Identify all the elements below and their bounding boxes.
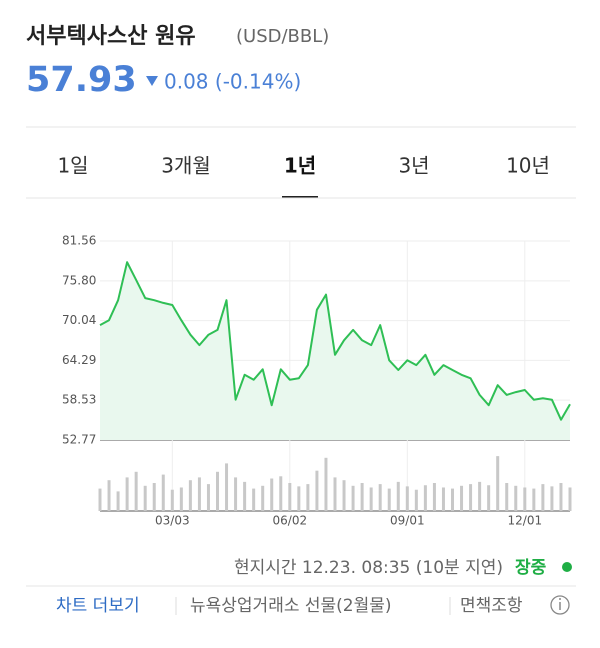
volume-bar <box>324 457 328 511</box>
x-tick-label: 12/01 <box>508 514 543 528</box>
volume-bar <box>107 480 111 511</box>
volume-bar <box>152 483 156 511</box>
volume-bar <box>396 481 400 511</box>
volume-bar <box>568 487 572 511</box>
volume-bar <box>197 477 201 511</box>
volume-bar <box>225 463 229 511</box>
y-tick-label: 75.80 <box>62 273 96 287</box>
volume-bar <box>179 487 183 511</box>
tab[interactable]: 10년 <box>506 154 550 178</box>
volume-bar <box>270 478 274 511</box>
exchange: 뉴욕상업거래소 선물(2월물) <box>190 596 392 616</box>
volume-bar <box>496 456 500 511</box>
tabs: 1일 3개월 1년 3년 10년 <box>57 154 550 198</box>
down-arrow <box>146 76 158 86</box>
volume-bar <box>279 476 283 511</box>
volume-bar <box>559 483 563 511</box>
volume-bar <box>532 488 536 511</box>
volume-bar <box>333 477 337 511</box>
volume-bar <box>487 485 491 511</box>
time: 현지시간 12.23. 08:35 (10분 지연) <box>234 558 503 578</box>
volume-bar <box>216 471 219 511</box>
volume-bar <box>387 488 391 511</box>
volume-bar <box>134 471 138 511</box>
volume-bar <box>116 491 120 511</box>
y-tick-label: 64.29 <box>62 353 96 367</box>
volume-bar <box>451 488 454 511</box>
volume-bar <box>378 484 382 511</box>
volume-bar <box>170 489 174 511</box>
info-icon[interactable] <box>550 595 570 615</box>
volume-bar <box>478 481 482 511</box>
volume-bar <box>441 487 445 511</box>
volume-bar <box>206 484 210 511</box>
tab[interactable]: 3년 <box>398 154 429 178</box>
price-line <box>99 261 571 421</box>
volume-bar <box>460 485 464 511</box>
volume-bar <box>523 487 527 511</box>
volume-bar <box>414 489 418 511</box>
volume-bar <box>405 486 409 511</box>
more-link[interactable]: 차트 더보기 <box>56 596 140 616</box>
volume-bar <box>541 484 545 511</box>
volume-bar <box>432 483 436 511</box>
title: 서부텍사스산 원유 <box>26 24 196 49</box>
volume-bar <box>550 486 554 511</box>
volume-bar <box>315 470 319 511</box>
volume-bar <box>360 483 364 511</box>
volume-bar <box>125 477 129 511</box>
volume-bar <box>143 485 147 511</box>
volume-bar <box>505 483 509 511</box>
volume-bar <box>423 485 427 511</box>
disclaimer[interactable]: 면책조항 <box>460 596 523 616</box>
x-tick-label: 03/03 <box>155 514 190 528</box>
y-tick-label: 58.53 <box>62 393 96 407</box>
volume-bar <box>98 488 102 511</box>
volume-bar <box>351 485 355 511</box>
area-fill <box>100 262 570 440</box>
volume-bar <box>288 483 292 511</box>
volume-bar <box>188 480 192 511</box>
tab[interactable]: 1일 <box>57 154 88 178</box>
volume-bar <box>369 487 373 511</box>
change: 0.08 (-0.14%) <box>164 70 301 94</box>
volume-bar <box>261 485 265 511</box>
volume-bar <box>342 480 346 511</box>
volume-bar <box>469 484 473 511</box>
x-tick-label: 09/01 <box>390 514 425 528</box>
volume-bar <box>234 477 238 511</box>
volume-bar <box>514 485 518 511</box>
status-dot <box>562 562 572 572</box>
volume-bar <box>243 481 247 511</box>
y-tick-label: 70.04 <box>62 313 96 327</box>
unit: (USD/BBL) <box>236 26 329 47</box>
x-tick-label: 06/02 <box>273 514 308 528</box>
chart: 81.56 75.80 70.04 64.29 58.53 52.77 03/03 06/02… <box>62 234 572 528</box>
tab[interactable]: 3개월 <box>161 154 211 178</box>
volume-bar <box>297 486 301 511</box>
price: 57.93 <box>26 60 137 100</box>
y-tick-label: 81.56 <box>62 234 96 248</box>
info-icon-dot <box>559 598 561 600</box>
volume-bar <box>306 484 310 511</box>
y-tick-label: 52.77 <box>62 433 96 447</box>
tab[interactable]: 1년 <box>284 154 316 178</box>
volume-bar <box>252 488 256 511</box>
volume-bar <box>161 474 165 511</box>
status: 장중 <box>515 558 547 578</box>
